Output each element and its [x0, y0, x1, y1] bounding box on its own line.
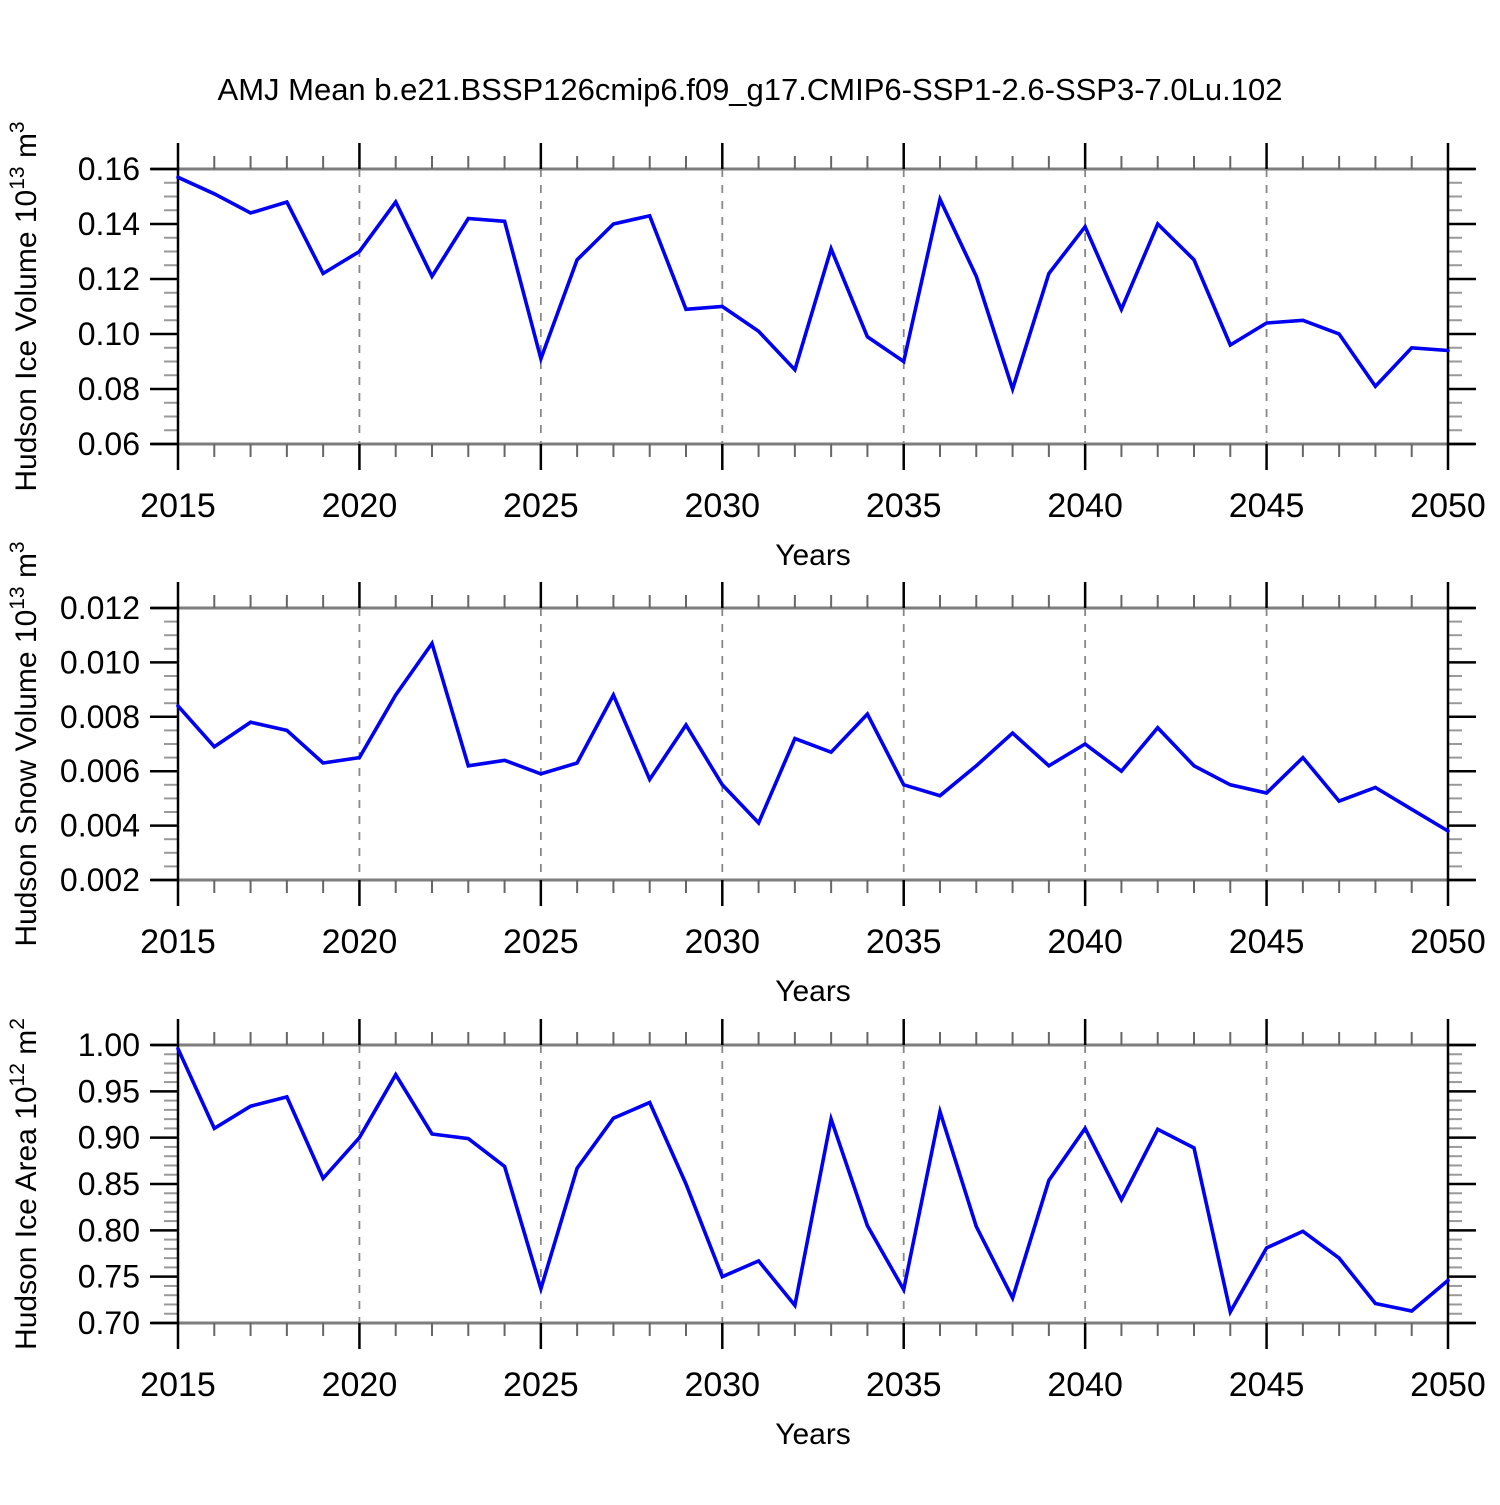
y-axis-title: Hudson Ice Area 1012 m2 [6, 1018, 43, 1350]
x-tick-label: 2025 [503, 1366, 579, 1404]
x-tick-label: 2040 [1047, 1366, 1123, 1404]
chart-hudson-snow-volume: 0.002 0.004 0.006 0.008 0.010 0.012 2015 2020 20… [6, 541, 1486, 1008]
y-tick-label: 0.90 [78, 1120, 140, 1156]
x-tick-label: 2045 [1229, 487, 1305, 525]
y-tick-label: 0.06 [78, 426, 140, 462]
figure-title: AMJ Mean b.e21.BSSP126cmip6.f09_g17.CMIP… [217, 72, 1283, 107]
x-tick-label: 2030 [684, 487, 760, 525]
x-tick-label: 2035 [866, 487, 942, 525]
x-tick-label: 2020 [322, 923, 398, 961]
chart-hudson-ice-volume: 0.06 0.08 0.10 0.12 0.14 0.16 2015 2020 2025 2030… [6, 121, 1486, 572]
x-tick-label: 2050 [1410, 1366, 1486, 1404]
y-tick-label: 0.95 [78, 1073, 140, 1109]
x-axis-title: Years [775, 1418, 851, 1451]
y-tick-label: 0.12 [78, 261, 140, 297]
y-tick-label: 1.00 [78, 1027, 140, 1063]
y-tick-label: 0.004 [60, 808, 140, 844]
x-tick-label: 2020 [322, 1366, 398, 1404]
y-tick-label: 0.010 [60, 644, 140, 680]
x-tick-label: 2050 [1410, 923, 1486, 961]
x-tick-label: 2035 [866, 1366, 942, 1404]
y-tick-label: 0.002 [60, 862, 140, 898]
x-tick-label: 2045 [1229, 923, 1305, 961]
x-tick-label: 2040 [1047, 487, 1123, 525]
x-tick-label: 2015 [140, 923, 216, 961]
x-tick-label: 2020 [322, 487, 398, 525]
x-tick-label: 2015 [140, 487, 216, 525]
y-axis-title: Hudson Snow Volume 1013 m3 [6, 541, 43, 946]
y-tick-label: 0.012 [60, 590, 140, 626]
x-axis-title: Years [775, 539, 851, 572]
y-tick-label: 0.006 [60, 753, 140, 789]
x-tick-label: 2025 [503, 923, 579, 961]
y-tick-label: 0.75 [78, 1259, 140, 1295]
chart-hudson-ice-area: 0.70 0.75 0.80 0.85 0.90 0.95 1.00 2015 2020 2025… [6, 1018, 1486, 1451]
x-tick-label: 2015 [140, 1366, 216, 1404]
y-axis-title: Hudson Ice Volume 1013 m3 [6, 121, 43, 491]
series-line-hudson-ice-volume [176, 175, 1450, 395]
x-tick-label: 2030 [684, 1366, 760, 1404]
x-tick-label: 2050 [1410, 487, 1486, 525]
y-tick-label: 0.80 [78, 1212, 140, 1248]
y-tick-label: 0.16 [78, 151, 140, 187]
series-line-hudson-ice-area [176, 1046, 1450, 1317]
x-tick-label: 2030 [684, 923, 760, 961]
y-tick-label: 0.14 [78, 206, 140, 242]
x-axis-title: Years [775, 975, 851, 1008]
x-tick-label: 2025 [503, 487, 579, 525]
x-tick-label: 2035 [866, 923, 942, 961]
y-tick-label: 0.008 [60, 699, 140, 735]
series-line-hudson-snow-volume [176, 639, 1450, 833]
x-tick-label: 2045 [1229, 1366, 1305, 1404]
y-tick-label: 0.85 [78, 1166, 140, 1202]
x-tick-label: 2040 [1047, 923, 1123, 961]
y-tick-label: 0.70 [78, 1305, 140, 1341]
y-tick-label: 0.08 [78, 371, 140, 407]
y-tick-label: 0.10 [78, 316, 140, 352]
